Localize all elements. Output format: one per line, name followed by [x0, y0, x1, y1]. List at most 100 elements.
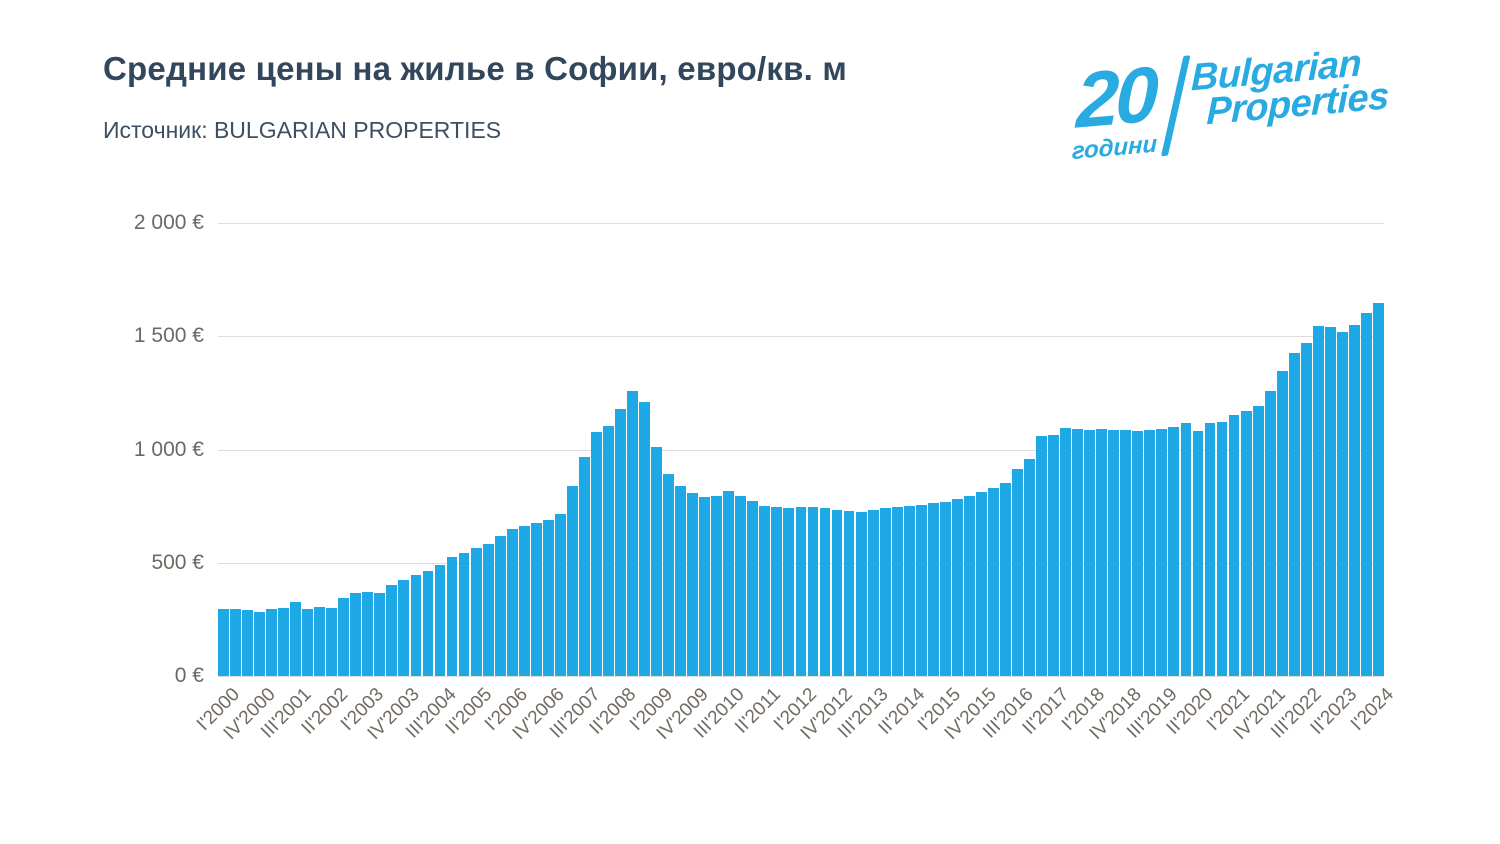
chart-bar[interactable] — [446, 557, 458, 676]
chart-bar[interactable] — [927, 503, 939, 676]
chart-bar[interactable] — [783, 508, 795, 676]
chart-bar[interactable] — [988, 487, 999, 676]
chart-bar[interactable] — [386, 585, 398, 676]
chart-bar[interactable] — [590, 431, 602, 676]
chart-bar[interactable] — [266, 608, 277, 676]
chart-bar[interactable] — [711, 495, 723, 676]
chart-bar[interactable] — [518, 525, 530, 676]
chart-bar[interactable] — [542, 519, 554, 676]
chart-bar[interactable] — [807, 507, 819, 676]
chart-bar[interactable] — [578, 456, 590, 676]
chart-bar[interactable] — [879, 508, 891, 676]
chart-bar[interactable] — [506, 528, 518, 676]
chart-bar[interactable] — [1276, 371, 1288, 676]
chart-bar[interactable] — [975, 492, 987, 676]
chart-bar[interactable] — [422, 571, 434, 676]
chart-bar[interactable] — [254, 611, 265, 676]
chart-bar[interactable] — [1240, 411, 1252, 676]
chart-bar[interactable] — [554, 514, 566, 676]
chart-bar[interactable] — [867, 510, 879, 676]
chart-bar[interactable] — [1204, 423, 1216, 676]
chart-bar[interactable] — [1180, 423, 1192, 676]
chart-bar[interactable] — [530, 523, 542, 676]
chart-bar[interactable] — [855, 511, 867, 676]
chart-bar[interactable] — [1312, 325, 1324, 676]
chart-bar[interactable] — [1228, 415, 1240, 676]
chart-bar[interactable] — [1252, 405, 1264, 676]
chart-bar[interactable] — [1024, 458, 1035, 676]
chart-bar[interactable] — [1096, 428, 1108, 676]
chart-bar[interactable] — [314, 606, 326, 676]
chart-bar[interactable] — [566, 485, 578, 676]
chart-bar[interactable] — [1360, 312, 1372, 676]
chart-bar[interactable] — [903, 506, 915, 676]
chart-bar[interactable] — [278, 607, 289, 676]
chart-bar[interactable] — [350, 593, 362, 676]
chart-bar[interactable] — [434, 565, 446, 676]
chart-bar[interactable] — [651, 446, 662, 676]
chart-bar[interactable] — [362, 591, 374, 676]
chart-bar[interactable] — [398, 579, 410, 676]
logo-brand-name: Bulgarian Properties — [1190, 42, 1389, 133]
chart-bar[interactable] — [627, 390, 638, 676]
chart-bar[interactable] — [843, 511, 855, 676]
chart-title: Средние цены на жилье в Софии, евро/кв. … — [103, 50, 847, 87]
chart-bar[interactable] — [1072, 428, 1084, 676]
chart-bar[interactable] — [1288, 352, 1300, 676]
chart-bar[interactable] — [326, 608, 338, 676]
chart-bar[interactable] — [1144, 430, 1156, 676]
chart-bar[interactable] — [615, 408, 626, 676]
chart-bar[interactable] — [482, 543, 494, 676]
chart-bar[interactable] — [699, 497, 711, 676]
chart-bar[interactable] — [603, 425, 614, 676]
chart-bar[interactable] — [639, 401, 650, 676]
chart-bar[interactable] — [494, 535, 506, 676]
chart-bar[interactable] — [1036, 435, 1047, 676]
chart-bar[interactable] — [302, 608, 314, 676]
chart-bar[interactable] — [290, 602, 302, 676]
chart-bar[interactable] — [1108, 429, 1120, 676]
chart-bar[interactable] — [1168, 426, 1180, 676]
chart-bar[interactable] — [410, 574, 422, 676]
chart-bar[interactable] — [795, 506, 807, 676]
chart-bar[interactable] — [759, 506, 771, 676]
chart-bar[interactable] — [735, 495, 747, 676]
chart-bar[interactable] — [1084, 429, 1096, 676]
chart-bar[interactable] — [218, 608, 229, 676]
chart-bar[interactable] — [1156, 429, 1168, 676]
chart-bar[interactable] — [458, 552, 470, 676]
chart-bar[interactable] — [1120, 430, 1132, 676]
chart-bar[interactable] — [1373, 303, 1384, 676]
chart-bar[interactable] — [230, 608, 241, 676]
chart-bar[interactable] — [1216, 422, 1228, 676]
chart-bar[interactable] — [687, 492, 699, 676]
chart-bar[interactable] — [1348, 324, 1360, 676]
chart-bar[interactable] — [1000, 482, 1011, 676]
chart-bar[interactable] — [338, 597, 350, 676]
chart-bar[interactable] — [470, 548, 482, 676]
chart-bar[interactable] — [951, 499, 963, 676]
chart-bar[interactable] — [891, 506, 903, 676]
chart-bar[interactable] — [819, 508, 831, 676]
chart-bar[interactable] — [915, 504, 927, 676]
chart-bar[interactable] — [1336, 331, 1348, 676]
chart-bar[interactable] — [374, 592, 386, 676]
chart-bar[interactable] — [1012, 469, 1023, 676]
chart-bar[interactable] — [1048, 434, 1059, 676]
chart-bar[interactable] — [663, 473, 674, 676]
chart-bar[interactable] — [242, 610, 253, 676]
chart-bar[interactable] — [963, 496, 975, 676]
chart-bar[interactable] — [831, 509, 843, 676]
chart-bar[interactable] — [747, 501, 759, 676]
chart-bar[interactable] — [1264, 391, 1276, 676]
chart-bar[interactable] — [1324, 327, 1336, 676]
y-axis-label: 0 € — [174, 664, 204, 687]
chart-bar[interactable] — [675, 486, 687, 676]
chart-bar[interactable] — [1132, 431, 1144, 676]
chart-bar[interactable] — [771, 507, 783, 676]
chart-bar[interactable] — [723, 491, 735, 676]
chart-bar[interactable] — [1300, 343, 1312, 676]
chart-bar[interactable] — [1192, 431, 1204, 676]
chart-bar[interactable] — [939, 502, 951, 676]
chart-bar[interactable] — [1060, 427, 1072, 676]
